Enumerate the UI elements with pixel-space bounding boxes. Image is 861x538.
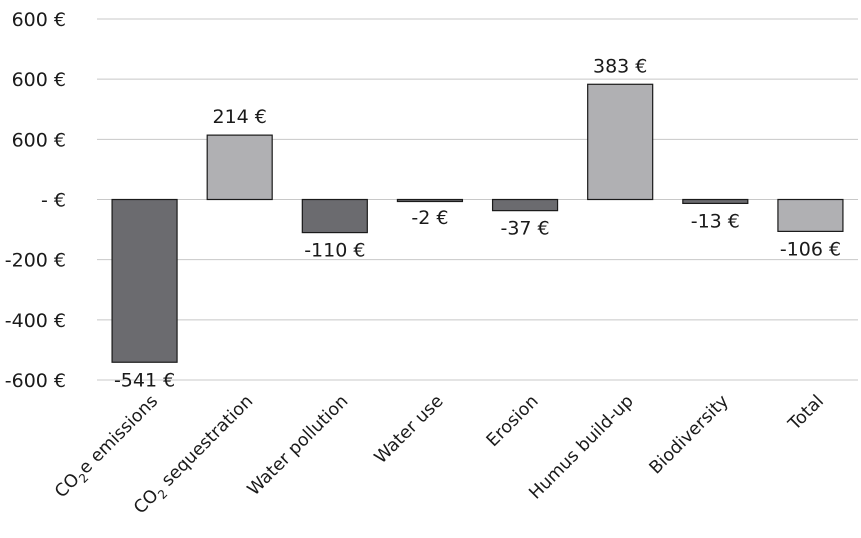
bar xyxy=(491,198,559,212)
category-label: Water use xyxy=(371,391,448,468)
category-label: Biodiversity xyxy=(646,391,733,478)
data-label: -13 € xyxy=(691,210,740,232)
y-tick-label: 600 € xyxy=(12,129,66,151)
y-tick-label: 600 € xyxy=(12,9,66,31)
data-labels: -541 € 214 € -110 € -2 € -37 € 383 € -13 € -106… xyxy=(114,55,841,391)
data-label: -37 € xyxy=(500,218,549,240)
bar xyxy=(206,134,273,201)
category-label: Humus build-up xyxy=(526,391,638,503)
y-tick-label: -200 € xyxy=(5,250,66,272)
data-label: 214 € xyxy=(212,106,266,128)
data-label: 383 € xyxy=(593,55,647,77)
category-label: Erosion xyxy=(483,391,543,451)
y-tick-label: 600 € xyxy=(12,69,66,91)
category-label: Total xyxy=(784,391,828,435)
bar xyxy=(682,198,749,205)
bar xyxy=(777,198,844,232)
data-label: -106 € xyxy=(780,238,841,260)
data-label: -541 € xyxy=(114,369,175,391)
bar xyxy=(111,198,178,363)
y-tick-label: -600 € xyxy=(5,370,66,392)
y-tick-label: - € xyxy=(41,190,66,212)
bar xyxy=(396,198,464,203)
data-label: -110 € xyxy=(304,240,365,262)
data-label: -2 € xyxy=(411,207,448,229)
category-label: Water pollution xyxy=(244,391,353,500)
bar xyxy=(301,198,368,234)
y-tick-label: -400 € xyxy=(5,310,66,332)
y-axis-tick-labels: 600 € 600 € 600 € - € -200 € -400 € -600 € xyxy=(5,9,66,392)
bars xyxy=(111,83,844,363)
bar xyxy=(587,83,654,201)
